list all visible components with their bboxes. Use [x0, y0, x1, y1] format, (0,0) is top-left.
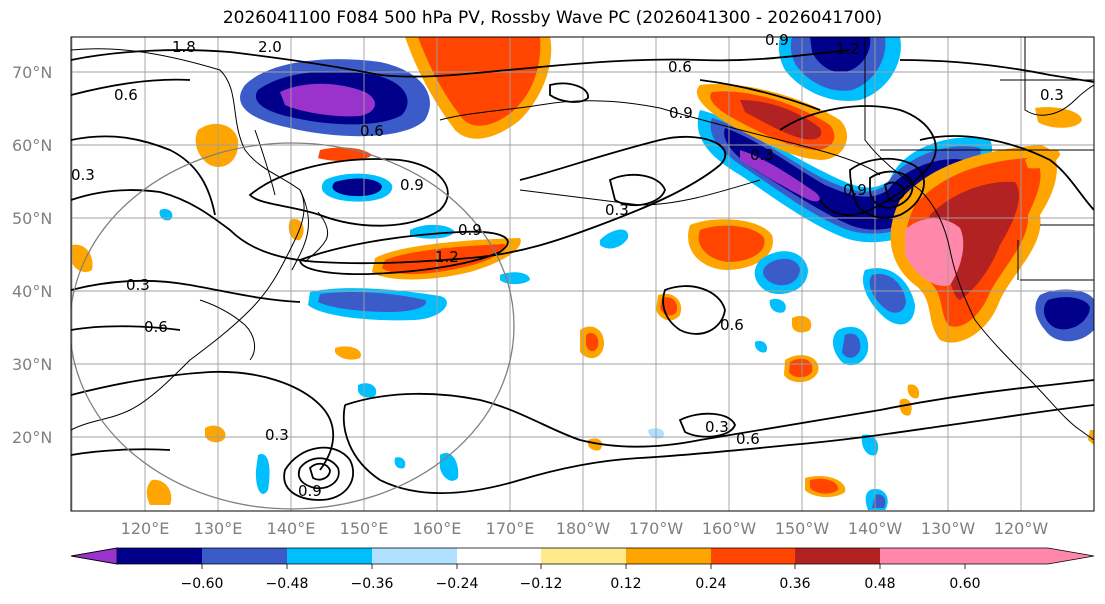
map-content — [71, 37, 1094, 511]
colorbar-tick-label: 0.24 — [695, 576, 726, 592]
contour-label: 0.6 — [144, 318, 168, 336]
lat-label: 20°N — [12, 428, 52, 447]
great-circle — [71, 142, 515, 510]
lon-label: 130°E — [194, 519, 243, 538]
contour-label: 0.9 — [765, 31, 789, 49]
contour-label: 0.3 — [1040, 86, 1064, 104]
contour-label: 0.9 — [669, 104, 693, 122]
colorbar-extend-left — [70, 547, 118, 565]
latitude-labels: 70°N 60°N 50°N 40°N 30°N 20°N — [12, 63, 52, 447]
lon-label: 180°W — [556, 519, 611, 538]
colorbar-segment — [372, 548, 457, 564]
pv-contours — [71, 49, 1094, 501]
lat-label: 60°N — [12, 136, 52, 155]
colorbar: −0.60 −0.48 −0.36 −0.24 −0.12 0.12 0.24 … — [70, 547, 1095, 592]
colorbar-outline — [70, 547, 1095, 565]
contour-label: 0.6 — [114, 86, 138, 104]
lon-label: 140°W — [848, 519, 903, 538]
lon-label: 160°E — [413, 519, 462, 538]
colorbar-tick-label: −0.36 — [351, 576, 394, 592]
contour-label: 0.3 — [750, 146, 774, 164]
lon-label: 170°W — [629, 519, 684, 538]
contour-label: 0.9 — [298, 482, 322, 500]
contour-label: 0.9 — [843, 181, 867, 199]
contour-label: 0.6 — [668, 58, 692, 76]
colorbar-tick-label: −0.24 — [436, 576, 479, 592]
contour-label: 0.6 — [736, 430, 760, 448]
contour-label: 0.9 — [400, 176, 424, 194]
lon-label: 170°E — [486, 519, 535, 538]
lon-label: 120°W — [994, 519, 1049, 538]
contour-label: 2.0 — [258, 38, 282, 56]
colorbar-segment — [711, 548, 795, 564]
colorbar-tick-label: −0.60 — [181, 576, 224, 592]
lon-label: 160°W — [702, 519, 757, 538]
lat-label: 70°N — [12, 63, 52, 82]
colorbar-segment — [202, 548, 287, 564]
contour-label: 1.2 — [435, 248, 459, 266]
colorbar-tick-label: 0.12 — [610, 576, 641, 592]
lon-label: 140°E — [267, 519, 316, 538]
contour-label: 0.3 — [705, 418, 729, 436]
colorbar-tick-label: −0.12 — [520, 576, 563, 592]
colorbar-tick-label: 0.48 — [864, 576, 895, 592]
map-frame — [70, 36, 1095, 512]
contour-label: 0.9 — [458, 221, 482, 239]
longitude-labels: 120°E 130°E 140°E 150°E 160°E 170°E 180°… — [121, 519, 1049, 538]
contour-label: 0.3 — [265, 426, 289, 444]
contour-label: 0.3 — [605, 201, 629, 219]
contour-label: 1.8 — [172, 38, 196, 56]
contour-label: 0.6 — [360, 122, 384, 140]
lat-label: 40°N — [12, 282, 52, 301]
colorbar-tick-label: 0.60 — [949, 576, 980, 592]
coastlines — [71, 37, 1094, 441]
colorbar-segment — [541, 548, 626, 564]
contour-label: 0.3 — [126, 276, 150, 294]
colorbar-segment — [795, 548, 880, 564]
colorbar-segment — [287, 548, 372, 564]
contour-labels: 1.8 2.0 0.6 0.6 0.6 1.2 0.9 0.9 0.9 1.2 … — [71, 31, 1064, 500]
lon-label: 120°E — [121, 519, 170, 538]
colorbar-segment — [117, 548, 202, 564]
colorbar-tick-label: 0.36 — [779, 576, 810, 592]
contour-label: 0.3 — [71, 166, 95, 184]
colorbar-segment — [457, 548, 541, 564]
colorbar-extend-right — [965, 548, 1094, 564]
lon-label: 150°E — [340, 519, 389, 538]
colorbar-tick-label: −0.48 — [266, 576, 309, 592]
lat-label: 30°N — [12, 355, 52, 374]
colorbar-segment — [626, 548, 711, 564]
contour-label: 1.2 — [836, 40, 860, 58]
lat-label: 50°N — [12, 209, 52, 228]
chart-title: 2026041100 F084 500 hPa PV, Rossby Wave … — [222, 8, 883, 28]
lon-label: 130°W — [921, 519, 976, 538]
colorbar-segment — [880, 548, 965, 564]
lon-label: 150°W — [775, 519, 830, 538]
contour-label: 0.6 — [720, 316, 744, 334]
